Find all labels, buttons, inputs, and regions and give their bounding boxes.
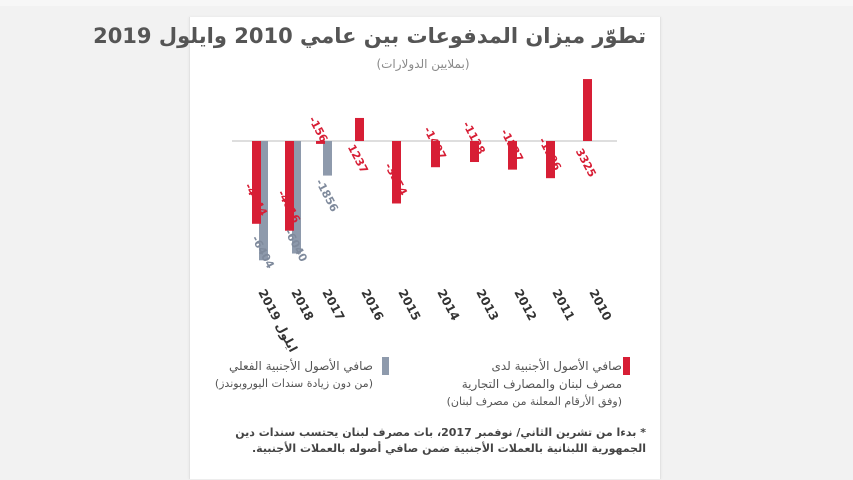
value-label-gray-0: -6404 (249, 234, 277, 271)
category-label-8: 2011 (549, 287, 577, 323)
category-label-7: 2012 (511, 287, 539, 323)
chart-title: تطوّر ميزان المدفوعات بين عامي 2010 وايل… (93, 24, 646, 48)
bar-gray-2 (323, 141, 332, 176)
legend-red-line2: مصرف لبنان والمصارف التجارية (461, 377, 622, 391)
bar-red-1 (285, 141, 294, 231)
legend-red: صافي الأصول الأجنبية لدى مصرف لبنان والم… (447, 357, 622, 411)
value-label-gray-1: -6040 (282, 227, 310, 264)
bar-red-3 (355, 117, 364, 141)
value-label-red-6: -1128 (460, 119, 488, 156)
value-label-red-4: -3354 (382, 161, 410, 198)
bar-red-0 (252, 141, 261, 224)
top-strip (0, 0, 853, 6)
category-label-4: 2015 (395, 287, 423, 323)
legend-gray-line2: (من دون زيادة سندات اليوروبوندز) (214, 377, 373, 390)
category-label-2: 2017 (319, 287, 347, 323)
legend-red-line1: صافي الأصول الأجنبية لدى (491, 359, 622, 373)
footnote-line1: * بدءا من تشرين الثاني/ نوفمبر 2017، بات… (235, 426, 646, 439)
footnote-line2: الجمهورية اللبنانية بالعملات الأجنبية ضم… (251, 442, 646, 455)
value-label-red-3: 1237 (345, 142, 371, 175)
bar-red-5 (431, 141, 440, 168)
category-label-6: 2013 (473, 287, 501, 323)
chart-subtitle: (بملايين الدولارات) (376, 57, 470, 71)
legend-red-line3: (وفق الأرقام المعلنة من مصرف لبنان) (446, 395, 622, 408)
bar-red-8 (546, 141, 555, 179)
legend-gray-swatch (382, 357, 389, 375)
category-label-3: 2016 (358, 287, 386, 323)
bar-red-9 (583, 79, 592, 141)
legend-red-swatch (623, 357, 630, 375)
legend-gray: صافي الأصول الأجنبية الفعلي (من دون زياد… (215, 357, 373, 393)
bar-gray-0 (259, 141, 268, 261)
legend-gray-line1: صافي الأصول الأجنبية الفعلي (228, 359, 373, 373)
bar-red-4 (392, 141, 401, 204)
value-label-gray-2: -1856 (313, 177, 341, 214)
category-label-1: 2018 (288, 287, 316, 323)
category-label-9: 2010 (586, 287, 614, 323)
category-label-5: 2014 (434, 287, 462, 323)
value-label-red-9: 3325 (573, 146, 599, 179)
bar-red-2 (316, 141, 325, 144)
bar-red-7 (508, 141, 517, 170)
value-label-red-2: -156 (306, 114, 331, 145)
bar-gray-1 (292, 141, 301, 254)
value-label-red-7: -1537 (498, 127, 526, 164)
value-label-red-5: -1407 (421, 125, 449, 162)
footnote: * بدءا من تشرين الثاني/ نوفمبر 2017، بات… (198, 425, 646, 457)
bar-red-6 (470, 141, 479, 163)
